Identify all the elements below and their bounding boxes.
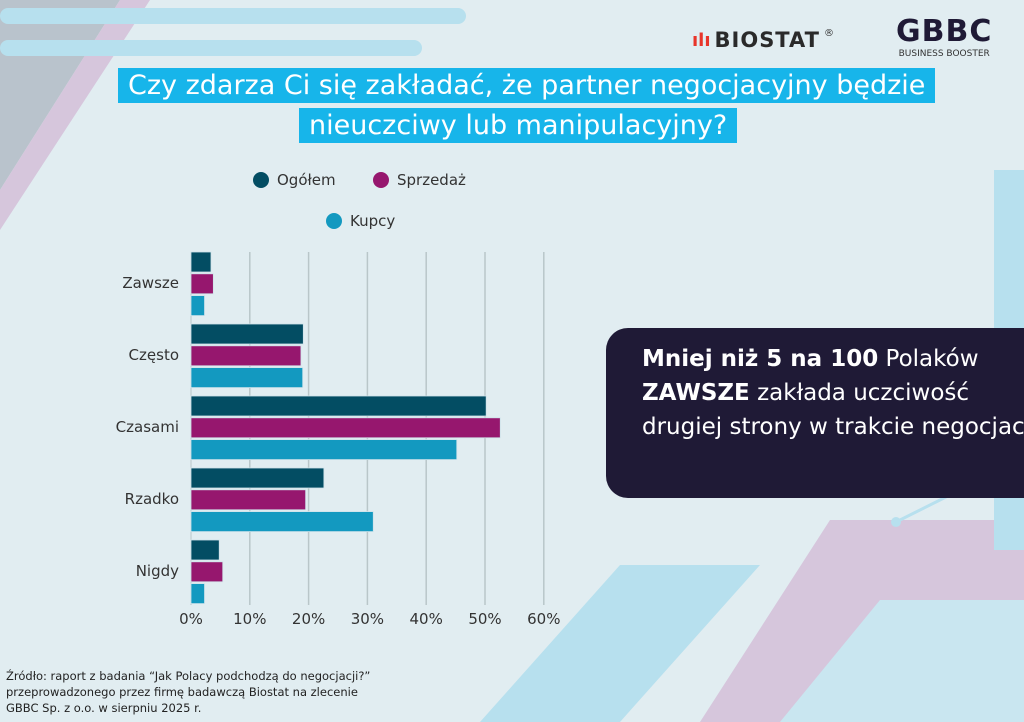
legend-dot [326,213,342,229]
bar-ogółem-nigdy [190,539,220,561]
x-tick-label: 50% [468,610,502,628]
x-tick-label: 30% [350,610,385,628]
x-tick-label: 10% [233,610,267,628]
callout-box: Mniej niż 5 na 100 Polaków ZAWSZE zakład… [606,328,1024,498]
category-label: Nigdy [135,562,179,580]
title-line-1: Czy zdarza Ci się zakładać, że partner n… [118,68,936,103]
x-tick-label: 40% [409,610,443,628]
legend-dot [253,172,269,188]
x-tick-label: 20% [291,610,326,628]
bar-ogółem-zawsze [190,251,212,273]
category-label: Czasami [115,418,179,436]
legend-ogolem: Ogółem [253,171,336,189]
bar-ogółem-rzadko [190,467,325,489]
bar-kupcy-nigdy [190,583,205,604]
bar-kupcy-czasami [190,439,458,461]
title-line-2: nieuczciwy lub manipulacyjny? [299,108,738,143]
category-label: Zawsze [122,274,179,292]
bar-sprzedaż-nigdy [190,561,224,583]
legend-dot [373,172,389,188]
bar-kupcy-zawsze [190,295,205,317]
legend-kupcy: Kupcy [326,212,395,230]
bars-icon: ılı [692,29,711,51]
category-label: Często [128,346,179,364]
gbbc-logo: GBBC BUSINESS BOOSTER [896,14,993,59]
bar-kupcy-często [190,367,304,389]
x-tick-label: 0% [179,610,203,628]
bar-ogółem-czasami [190,395,487,417]
category-label: Rzadko [124,490,179,508]
biostat-logo: ılı BIOSTAT ® [692,28,834,52]
bar-sprzedaż-czasami [190,417,501,439]
bar-kupcy-rzadko [190,511,374,533]
bar-sprzedaż-zawsze [190,273,214,295]
legend-sprzedaz: Sprzedaż [373,171,466,189]
source-note: Źródło: raport z badania “Jak Polacy pod… [6,669,371,715]
bar-sprzedaż-rzadko [190,489,307,511]
bar-ogółem-często [190,323,304,345]
bar-sprzedaż-często [190,345,302,367]
x-tick-label: 60% [527,610,561,628]
